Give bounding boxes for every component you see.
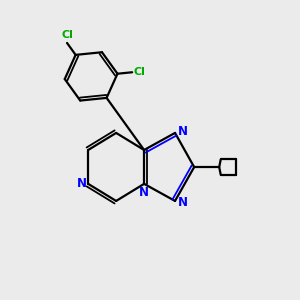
Text: N: N xyxy=(77,177,87,190)
Text: N: N xyxy=(177,125,188,138)
Text: Cl: Cl xyxy=(61,30,73,40)
Text: N: N xyxy=(139,186,149,199)
Text: Cl: Cl xyxy=(134,67,146,77)
Text: N: N xyxy=(177,196,188,209)
